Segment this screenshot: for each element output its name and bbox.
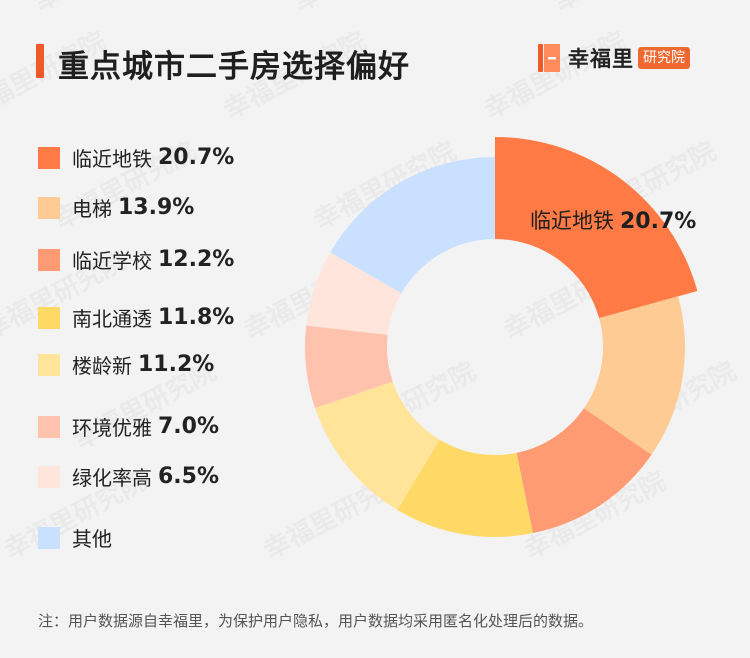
donut-slice bbox=[315, 381, 440, 510]
donut-slice bbox=[516, 408, 652, 534]
legend-label: 临近学校 bbox=[72, 249, 152, 273]
legend-item: 环境优雅 7.0% bbox=[38, 412, 219, 441]
donut-slice bbox=[495, 137, 698, 319]
legend-value: 7.0% bbox=[158, 414, 220, 439]
legend-label: 楼龄新 bbox=[72, 354, 132, 378]
donut-slice bbox=[330, 157, 495, 294]
brand-badge: 研究院 bbox=[638, 47, 690, 69]
slice-callout-value: 20.7% bbox=[620, 209, 696, 234]
legend-item: 楼龄新 11.2% bbox=[38, 350, 214, 379]
legend-value: 11.2% bbox=[138, 352, 215, 377]
brand-logo: 幸福里 研究院 bbox=[538, 44, 690, 72]
slice-callout-name: 临近地铁 bbox=[530, 209, 614, 233]
legend-swatch bbox=[38, 353, 60, 376]
title-accent-bar bbox=[36, 44, 44, 78]
legend-item: 电梯 13.9% bbox=[38, 193, 194, 222]
legend-label: 环境优雅 bbox=[72, 416, 152, 440]
donut-slice bbox=[583, 296, 685, 455]
legend-label: 电梯 bbox=[72, 197, 112, 221]
brand-logo-icon bbox=[538, 44, 560, 72]
slice-callout-label: 临近地铁 20.7% bbox=[530, 209, 696, 234]
legend-swatch bbox=[38, 465, 60, 488]
legend-label: 南北通透 bbox=[72, 307, 152, 331]
legend-item: 临近学校 12.2% bbox=[38, 245, 234, 274]
brand-name: 幸福里 bbox=[568, 47, 634, 71]
donut-slice bbox=[305, 325, 393, 408]
legend-swatch bbox=[38, 526, 60, 549]
legend-item: 南北通透 11.8% bbox=[38, 303, 234, 332]
donut-slice bbox=[397, 439, 533, 537]
legend-label: 绿化率高 bbox=[72, 466, 152, 490]
legend-item: 绿化率高 6.5% bbox=[38, 462, 219, 491]
legend-item: 临近地铁 20.7% bbox=[38, 143, 234, 172]
legend-swatch bbox=[38, 146, 60, 169]
legend-value: 6.5% bbox=[158, 464, 220, 489]
legend-swatch bbox=[38, 196, 60, 219]
legend-item: 其他 bbox=[38, 523, 112, 552]
legend-value: 11.8% bbox=[158, 305, 235, 330]
legend-swatch bbox=[38, 248, 60, 271]
page-title: 重点城市二手房选择偏好 bbox=[58, 49, 410, 85]
legend-value: 13.9% bbox=[118, 195, 195, 220]
donut-slice bbox=[306, 252, 402, 335]
legend-swatch bbox=[38, 306, 60, 329]
legend-swatch bbox=[38, 415, 60, 438]
legend-value: 20.7% bbox=[158, 145, 235, 170]
legend-label: 其他 bbox=[72, 527, 112, 551]
legend-label: 临近地铁 bbox=[72, 147, 152, 171]
footnote: 注：用户数据源自幸福里，为保护用户隐私，用户数据均采用匿名化处理后的数据。 bbox=[38, 612, 594, 630]
legend-value: 12.2% bbox=[158, 247, 235, 272]
